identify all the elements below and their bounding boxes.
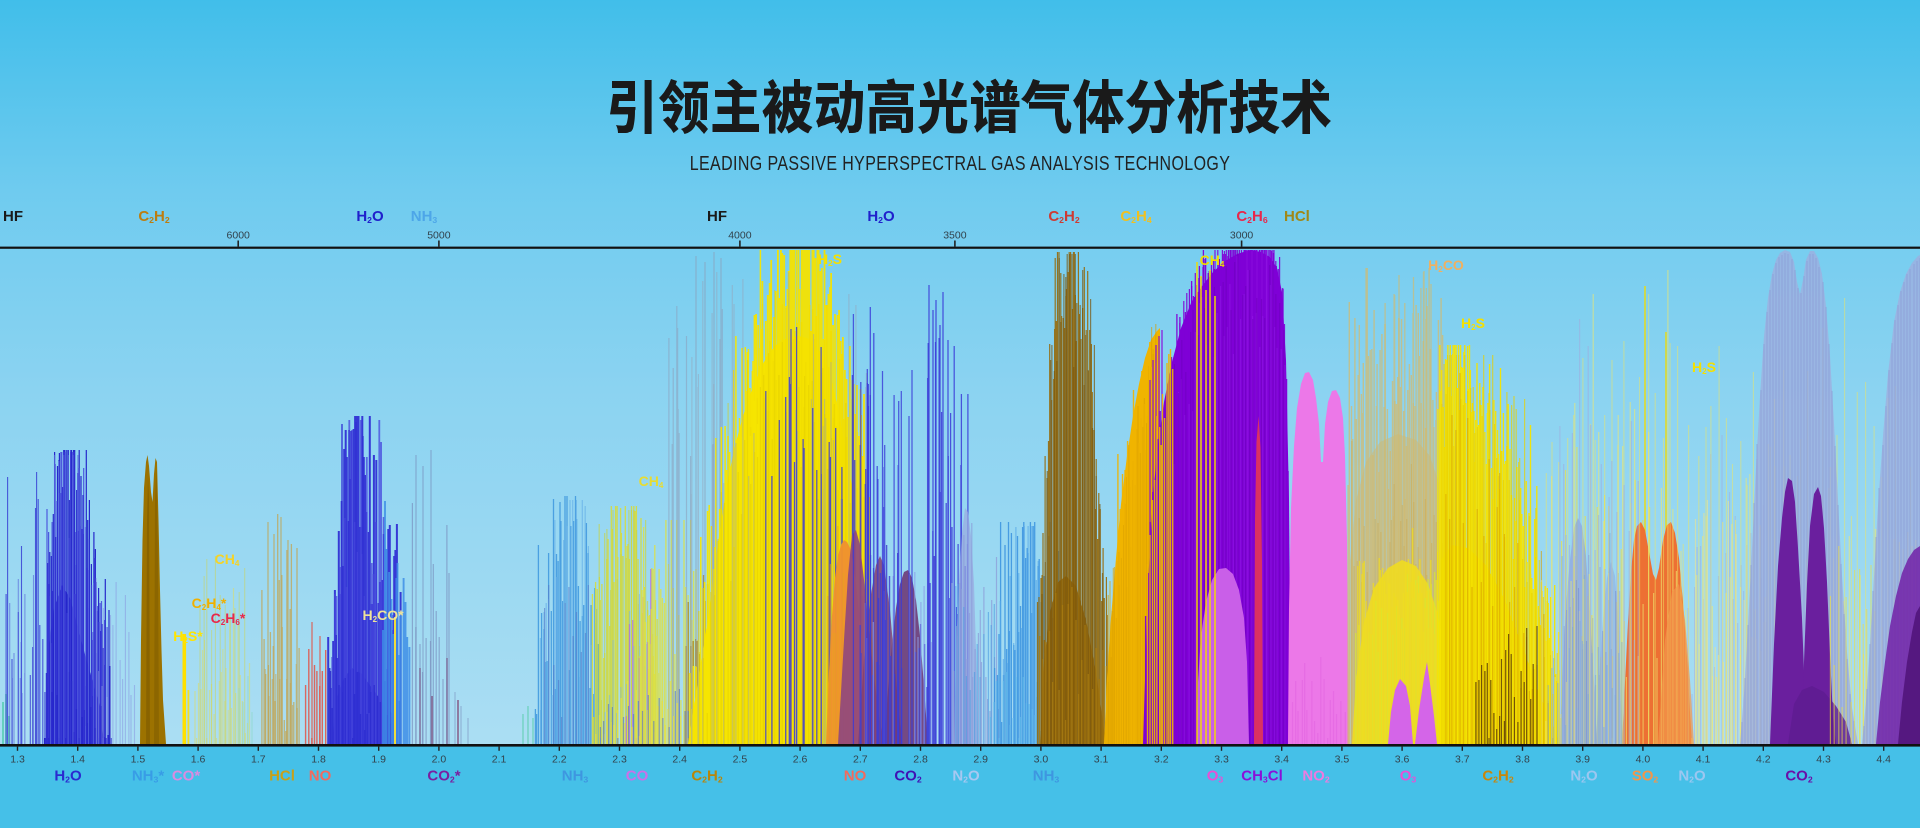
svg-text:NH3: NH3: [1033, 768, 1060, 785]
svg-text:2.9: 2.9: [973, 754, 988, 766]
svg-text:2.5: 2.5: [733, 754, 748, 766]
svg-text:1.5: 1.5: [131, 754, 146, 766]
svg-text:2.3: 2.3: [612, 754, 627, 766]
svg-text:1.4: 1.4: [70, 754, 85, 766]
svg-text:4.4: 4.4: [1876, 754, 1891, 766]
svg-text:H2O: H2O: [54, 768, 82, 785]
svg-text:CO2: CO2: [1785, 768, 1813, 785]
svg-text:C2H4*: C2H4*: [192, 595, 227, 612]
svg-text:1.7: 1.7: [251, 754, 266, 766]
svg-text:N2O: N2O: [1570, 768, 1598, 785]
svg-text:CO: CO: [626, 768, 649, 785]
svg-text:H2S: H2S: [1461, 315, 1485, 332]
svg-text:NO2: NO2: [1302, 768, 1330, 785]
svg-text:O3: O3: [1400, 768, 1417, 785]
svg-text:4.0: 4.0: [1636, 754, 1651, 766]
svg-text:1.6: 1.6: [191, 754, 206, 766]
svg-text:1.3: 1.3: [10, 754, 25, 766]
svg-text:3.0: 3.0: [1034, 754, 1049, 766]
svg-text:C2H2: C2H2: [1482, 768, 1514, 785]
svg-text:3.8: 3.8: [1515, 754, 1530, 766]
svg-text:CO2*: CO2*: [427, 768, 460, 785]
svg-text:CO2: CO2: [894, 768, 922, 785]
svg-text:CO*: CO*: [172, 768, 201, 785]
svg-text:O3: O3: [1207, 768, 1224, 785]
svg-text:3500: 3500: [943, 230, 967, 242]
svg-text:2.8: 2.8: [913, 754, 928, 766]
svg-text:N2O: N2O: [1678, 768, 1706, 785]
svg-text:H2S: H2S: [818, 251, 842, 268]
svg-text:HCl: HCl: [269, 768, 295, 785]
svg-text:H2CO: H2CO: [1428, 257, 1464, 274]
svg-text:C2H2: C2H2: [691, 768, 723, 785]
svg-text:LEADING PASSIVE HYPERSPECTRAL: LEADING PASSIVE HYPERSPECTRAL GAS ANALYS…: [690, 151, 1231, 174]
svg-text:NH3: NH3: [411, 208, 438, 225]
svg-text:6000: 6000: [227, 230, 251, 242]
svg-text:NH3*: NH3*: [132, 768, 165, 785]
svg-text:5000: 5000: [427, 230, 451, 242]
svg-text:2.7: 2.7: [853, 754, 868, 766]
svg-text:2.2: 2.2: [552, 754, 567, 766]
svg-text:3.3: 3.3: [1214, 754, 1229, 766]
svg-text:3.1: 3.1: [1094, 754, 1109, 766]
svg-text:3.7: 3.7: [1455, 754, 1470, 766]
svg-text:CH4: CH4: [1200, 252, 1225, 269]
svg-text:3.9: 3.9: [1575, 754, 1590, 766]
svg-text:4.3: 4.3: [1816, 754, 1831, 766]
svg-text:SO2: SO2: [1632, 768, 1659, 785]
svg-text:H2S*: H2S*: [173, 628, 203, 645]
svg-text:C2H6*: C2H6*: [211, 610, 246, 627]
svg-text:4000: 4000: [728, 230, 752, 242]
svg-text:1.8: 1.8: [311, 754, 326, 766]
svg-text:H2CO*: H2CO*: [362, 607, 404, 624]
svg-text:NO: NO: [844, 768, 867, 785]
svg-text:4.2: 4.2: [1756, 754, 1771, 766]
svg-text:3.6: 3.6: [1395, 754, 1410, 766]
svg-text:C2H2: C2H2: [1048, 208, 1080, 225]
svg-text:C2H2: C2H2: [138, 208, 170, 225]
svg-text:H2S: H2S: [1692, 359, 1716, 376]
svg-text:2.1: 2.1: [492, 754, 507, 766]
svg-text:1.9: 1.9: [371, 754, 386, 766]
svg-text:N2O: N2O: [952, 768, 980, 785]
svg-text:3000: 3000: [1230, 230, 1254, 242]
svg-text:3.4: 3.4: [1274, 754, 1289, 766]
svg-text:C2H6: C2H6: [1236, 208, 1268, 225]
svg-text:2.4: 2.4: [672, 754, 687, 766]
svg-text:HF: HF: [707, 208, 727, 225]
svg-text:HF: HF: [3, 208, 23, 225]
svg-text:H2O: H2O: [356, 208, 384, 225]
svg-text:CH3Cl: CH3Cl: [1241, 768, 1283, 785]
svg-text:CH4: CH4: [639, 473, 664, 490]
svg-text:4.1: 4.1: [1696, 754, 1711, 766]
svg-text:HCl: HCl: [1284, 208, 1310, 225]
svg-text:2.6: 2.6: [793, 754, 808, 766]
svg-text:3.2: 3.2: [1154, 754, 1169, 766]
svg-text:NH3: NH3: [562, 768, 589, 785]
svg-text:3.5: 3.5: [1335, 754, 1350, 766]
svg-text:CH4: CH4: [215, 551, 240, 568]
svg-text:NO: NO: [309, 768, 332, 785]
svg-text:2.0: 2.0: [432, 754, 447, 766]
svg-text:H2O: H2O: [867, 208, 895, 225]
svg-text:C2H4: C2H4: [1120, 208, 1152, 225]
